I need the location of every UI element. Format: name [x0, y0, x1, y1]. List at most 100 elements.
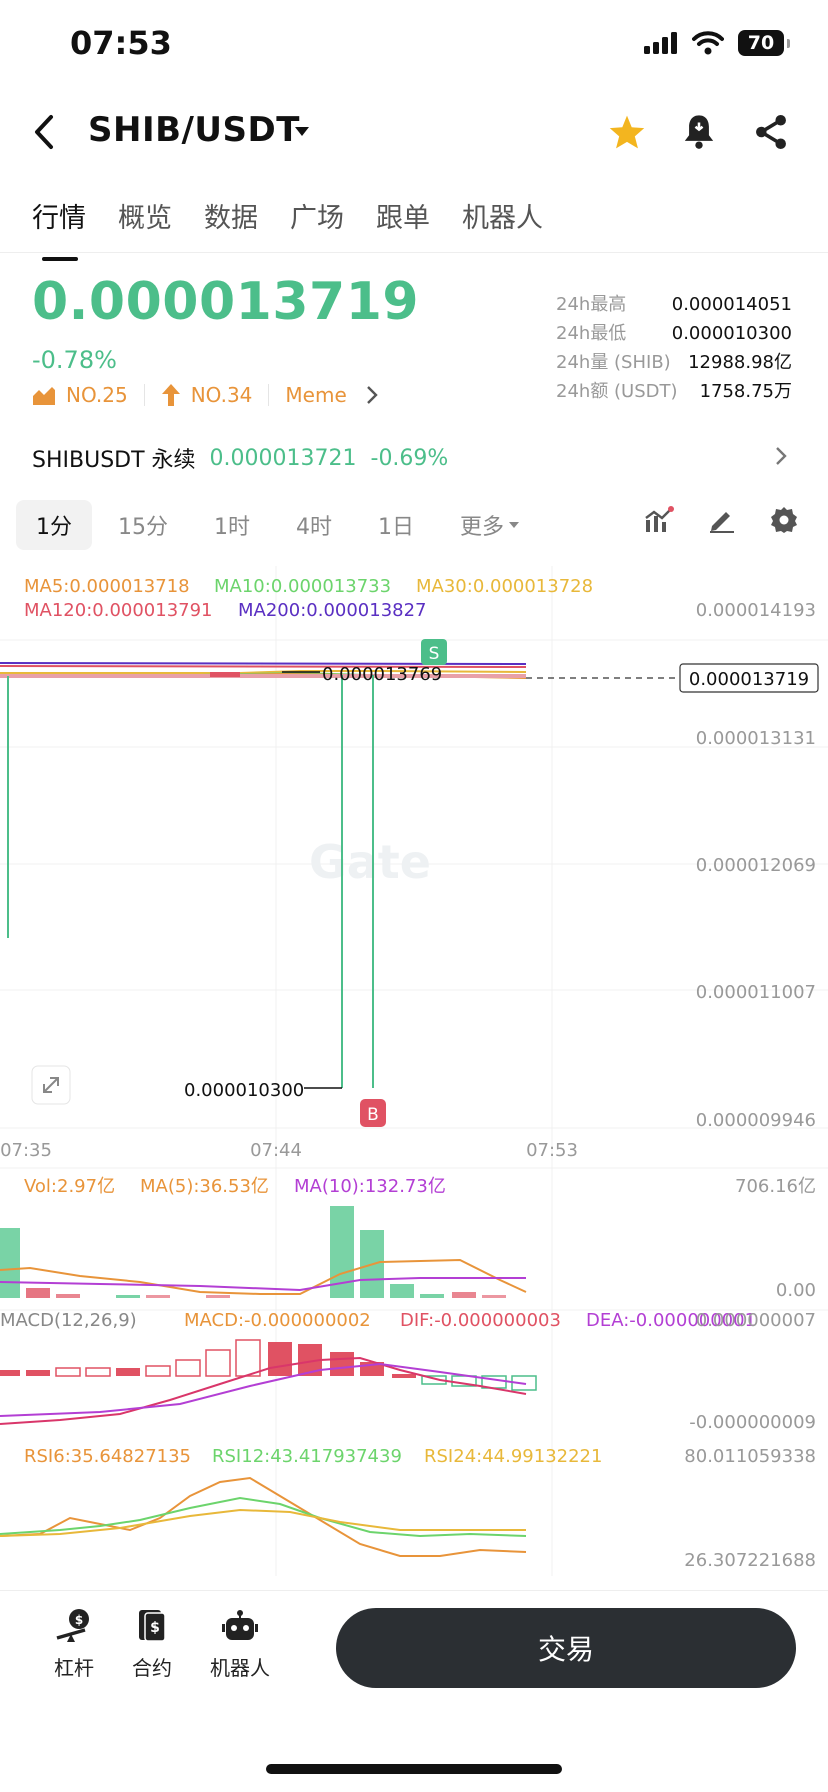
nav-margin-label: 杠杆 — [54, 1656, 94, 1680]
current-price-label: 0.000013719 — [689, 669, 809, 690]
ma120-legend: MA120:0.000013791 — [24, 600, 213, 621]
star-icon[interactable] — [608, 114, 646, 150]
price-change: -0.78% — [32, 346, 117, 374]
interval-4h[interactable]: 4时 — [296, 515, 332, 540]
nav-margin[interactable]: $ 杠杆 — [54, 1608, 94, 1681]
dea-line — [0, 1362, 527, 1417]
nav-futures-label: 合约 — [132, 1656, 172, 1680]
status-icons: 70 — [644, 30, 790, 56]
tab-copy-trading[interactable]: 跟单 — [376, 203, 430, 234]
wifi-icon — [692, 31, 724, 55]
rank-gainers[interactable]: NO.34 — [190, 383, 253, 407]
macd-legend: MACD(12,26,9) — [0, 1310, 137, 1331]
caret-down-icon[interactable] — [294, 126, 310, 138]
interval-1d[interactable]: 1日 — [378, 515, 414, 540]
svg-text:$: $ — [75, 1613, 83, 1627]
rsi12-legend: RSI12:43.417937439 — [212, 1446, 402, 1467]
caret-down-icon — [509, 522, 520, 528]
ma200-legend: MA200:0.000013827 — [238, 600, 427, 621]
grid-lines — [0, 566, 828, 1576]
y-tick: 0.000014193 — [696, 600, 816, 621]
pair-title[interactable]: SHIB/USDT — [88, 110, 300, 150]
tab-bots[interactable]: 机器人 — [462, 203, 543, 234]
ma30-legend: MA30:0.000013728 — [416, 576, 593, 597]
interval-1m[interactable]: 1分 — [16, 500, 92, 550]
status-time: 07:53 — [70, 24, 172, 62]
macd-min-label: -0.000000009 — [689, 1412, 816, 1433]
high-label: 0.000013769 — [322, 664, 442, 685]
settings-gear-icon[interactable] — [770, 506, 798, 534]
vol-min-label: 0.00 — [776, 1280, 816, 1301]
macd-value: MACD:-0.000000002 — [184, 1310, 371, 1331]
ma5-legend: MA5:0.000013718 — [24, 576, 190, 597]
vol-max-label: 706.16亿 — [735, 1176, 816, 1197]
x-tick: 07:53 — [526, 1140, 578, 1161]
indicator-icon[interactable] — [644, 506, 674, 534]
perpetual-price: 0.000013721 — [209, 445, 357, 471]
draw-pencil-icon[interactable] — [708, 506, 736, 534]
sell-marker[interactable] — [421, 639, 447, 665]
x-tick: 07:35 — [0, 1140, 52, 1161]
chart-rank-icon — [33, 387, 55, 405]
chevron-right-icon[interactable] — [774, 446, 788, 466]
rsi-min-label: 26.307221688 — [684, 1550, 816, 1571]
y-tick: 0.000012069 — [696, 855, 816, 876]
nav-futures[interactable]: $ 合约 — [132, 1608, 172, 1681]
back-icon[interactable] — [32, 114, 56, 150]
y-tick: 0.000011007 — [696, 982, 816, 1003]
svg-text:$: $ — [150, 1620, 160, 1636]
contract-document-icon: $ — [139, 1610, 166, 1642]
expand-icon — [43, 1077, 59, 1093]
share-icon[interactable] — [754, 114, 788, 150]
perpetual-row[interactable]: SHIBUSDT 永续 0.000013721 -0.69% — [32, 442, 448, 474]
tabs-divider — [0, 252, 828, 253]
rsi24-line — [0, 1508, 526, 1537]
dif-value: DIF:-0.000000003 — [400, 1310, 561, 1331]
robot-icon — [222, 1610, 258, 1640]
interval-15m[interactable]: 15分 — [118, 515, 168, 540]
buy-marker-label: B — [367, 1105, 379, 1125]
rsi6-line — [0, 1476, 527, 1557]
interval-more-label: 更多 — [460, 515, 505, 540]
sell-marker-label: S — [429, 644, 440, 664]
chart-tools — [644, 506, 798, 534]
rsi24-legend: RSI24:44.99132221 — [424, 1446, 602, 1467]
bell-icon[interactable] — [682, 112, 716, 150]
rank-badges: NO.25 NO.34 Meme — [32, 383, 379, 407]
tab-overview[interactable]: 概览 — [118, 203, 172, 234]
interval-more[interactable]: 更多 — [440, 500, 540, 550]
signal-icon — [644, 32, 677, 54]
perpetual-name: SHIBUSDT 永续 — [32, 448, 196, 473]
vol-ma5-legend: MA(5):36.53亿 — [140, 1176, 269, 1197]
dea-value: DEA:-0.000000001 — [586, 1310, 756, 1331]
rsi6-legend: RSI6:35.64827135 — [24, 1446, 191, 1467]
trade-button[interactable]: 交易 — [336, 1608, 796, 1688]
chevron-right-icon[interactable] — [365, 385, 379, 405]
nav-bots-label: 机器人 — [210, 1656, 270, 1680]
tab-market[interactable]: 行情 — [32, 196, 86, 261]
nav-bots[interactable]: 机器人 — [210, 1608, 270, 1681]
ma10-legend: MA10:0.000013733 — [214, 576, 391, 597]
rsi12-line — [0, 1496, 527, 1538]
buy-marker[interactable] — [360, 1099, 386, 1127]
y-tick: 0.000009946 — [696, 1110, 816, 1131]
dif-line — [0, 1356, 527, 1425]
battery-indicator: 70 — [738, 30, 790, 56]
margin-lever-icon: $ — [56, 1609, 89, 1642]
arrow-up-rank-icon — [161, 384, 180, 406]
stats-panel: 24h最高 0.000014051 24h最低 0.000010300 24h量 (… — [556, 290, 792, 406]
tab-square[interactable]: 广场 — [290, 203, 344, 234]
macd-max-label: 0.000000007 — [696, 1310, 816, 1331]
interval-selector: 1分 15分 1时 4时 1日 更多 — [16, 500, 546, 550]
stat-turnover: 24h额 (USDT) 1758.75万 — [556, 381, 792, 402]
candles — [0, 672, 526, 1088]
meme-tag[interactable]: Meme — [285, 383, 347, 407]
interval-1h[interactable]: 1时 — [214, 515, 250, 540]
rank-market-cap[interactable]: NO.25 — [66, 383, 128, 407]
main-tabs: 行情 概览 数据 广场 跟单 机器人 — [32, 196, 543, 261]
stat-low: 24h最低 0.000010300 — [556, 323, 792, 344]
tab-data[interactable]: 数据 — [204, 203, 258, 234]
vol-legend: Vol:2.97亿 — [24, 1176, 115, 1197]
kline-chart[interactable]: MA5:0.000013718 MA10:0.000013733 MA30:0.… — [0, 566, 828, 1596]
home-indicator — [266, 1764, 562, 1774]
